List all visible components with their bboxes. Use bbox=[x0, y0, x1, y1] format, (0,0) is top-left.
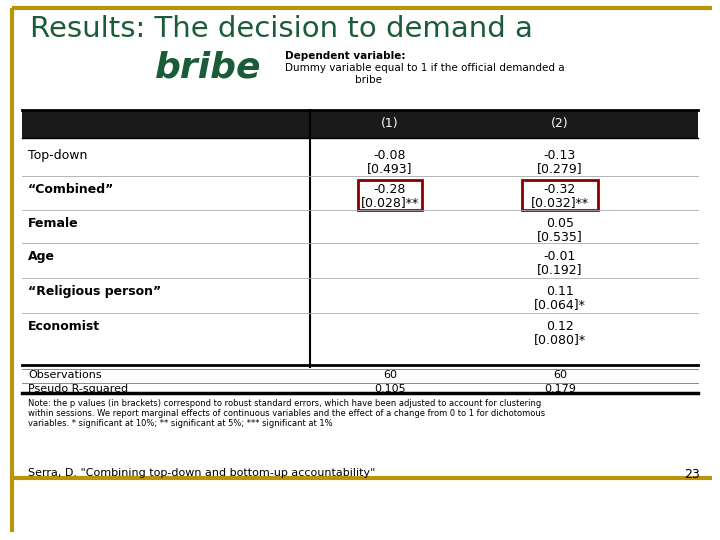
Text: Observations: Observations bbox=[28, 370, 102, 380]
Text: 0.05: 0.05 bbox=[546, 217, 574, 230]
Text: 60: 60 bbox=[553, 370, 567, 380]
Text: Female: Female bbox=[28, 217, 78, 230]
Text: “Combined”: “Combined” bbox=[28, 183, 114, 196]
Text: -0.08: -0.08 bbox=[374, 149, 406, 162]
Text: 60: 60 bbox=[383, 370, 397, 380]
Text: 0.105: 0.105 bbox=[374, 384, 406, 394]
Text: Note: the p values (in brackets) correspond to robust standard errors, which hav: Note: the p values (in brackets) corresp… bbox=[28, 399, 541, 408]
Text: [0.192]: [0.192] bbox=[537, 263, 582, 276]
Text: -0.13: -0.13 bbox=[544, 149, 576, 162]
Text: Pseudo R-squared: Pseudo R-squared bbox=[28, 384, 128, 394]
Text: variables. * significant at 10%; ** significant at 5%; *** significant at 1%: variables. * significant at 10%; ** sign… bbox=[28, 419, 333, 428]
Text: -0.32: -0.32 bbox=[544, 183, 576, 196]
Text: within sessions. We report marginal effects of continuous variables and the effe: within sessions. We report marginal effe… bbox=[28, 409, 545, 418]
Text: [0.064]*: [0.064]* bbox=[534, 298, 586, 311]
Bar bbox=[358, 180, 422, 210]
Bar bbox=[522, 180, 598, 210]
Text: [0.493]: [0.493] bbox=[367, 162, 413, 175]
Text: -0.28: -0.28 bbox=[374, 183, 406, 196]
Text: -0.01: -0.01 bbox=[544, 250, 576, 263]
Text: 0.179: 0.179 bbox=[544, 384, 576, 394]
Text: bribe: bribe bbox=[355, 75, 382, 85]
Text: Age: Age bbox=[28, 250, 55, 263]
Text: [0.080]*: [0.080]* bbox=[534, 333, 586, 346]
Text: bribe: bribe bbox=[155, 51, 261, 85]
Text: “Religious person”: “Religious person” bbox=[28, 285, 161, 298]
Text: Results: The decision to demand a: Results: The decision to demand a bbox=[30, 15, 533, 43]
Text: [0.028]**: [0.028]** bbox=[361, 196, 419, 209]
Text: [0.279]: [0.279] bbox=[537, 162, 582, 175]
Text: Serra, D. "Combining top-down and bottom-up accountability": Serra, D. "Combining top-down and bottom… bbox=[28, 468, 375, 478]
Bar bbox=[22, 110, 698, 138]
Text: (1): (1) bbox=[381, 118, 399, 131]
Text: 23: 23 bbox=[684, 468, 700, 481]
Text: Dependent variable:: Dependent variable: bbox=[285, 51, 405, 61]
Text: 0.12: 0.12 bbox=[546, 320, 574, 333]
Text: Economist: Economist bbox=[28, 320, 100, 333]
Text: Top-down: Top-down bbox=[28, 149, 87, 162]
Text: 0.11: 0.11 bbox=[546, 285, 574, 298]
Text: [0.032]**: [0.032]** bbox=[531, 196, 589, 209]
Text: (2): (2) bbox=[552, 118, 569, 131]
Text: Dummy variable equal to 1 if the official demanded a: Dummy variable equal to 1 if the officia… bbox=[285, 63, 564, 73]
Text: [0.535]: [0.535] bbox=[537, 230, 583, 243]
